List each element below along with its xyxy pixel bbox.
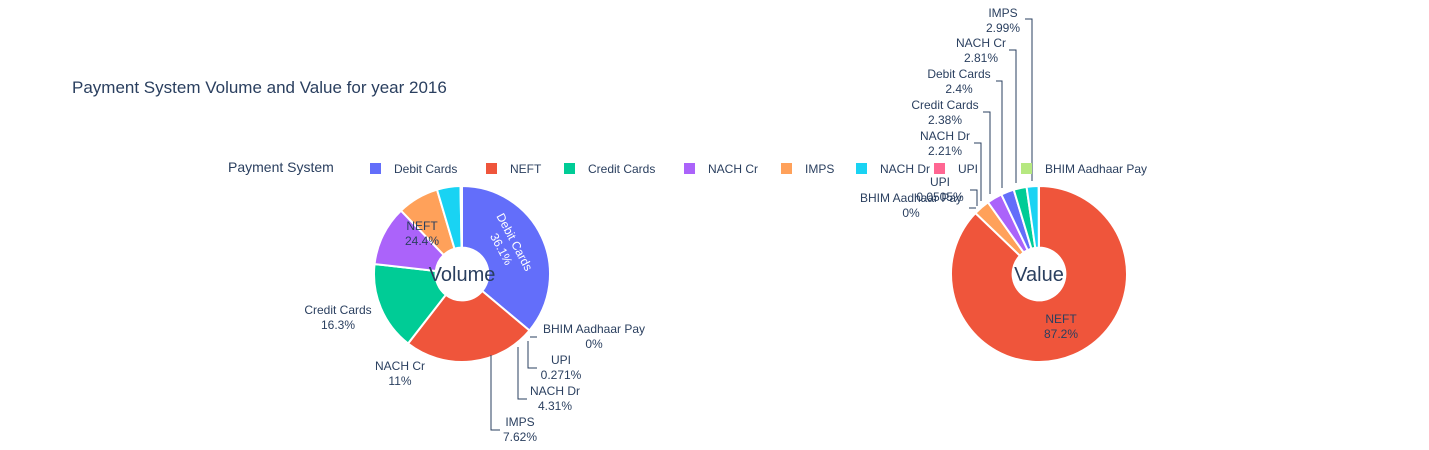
legend-swatch-bhim-aadhaar-pay [1021,163,1032,174]
slice-label-value-credit-cards: Credit Cards 2.38% [911,98,978,127]
legend-swatch-upi [934,163,945,174]
legend-item-upi[interactable]: UPI [934,162,978,176]
leader-line-volume-nach-dr [517,347,527,400]
slice-volume-upi[interactable] [459,184,463,249]
legend-item-debit-cards[interactable]: Debit Cards [370,162,457,176]
leader-line-value-upi [970,189,978,206]
slice-label-volume-credit-cards: Credit Cards 16.3% [304,303,371,332]
slice-label-volume-bhim-aadhaar-pay: BHIM Aadhaar Pay 0% [543,322,645,351]
leader-line-value-credit-cards [983,111,991,194]
slice-label-value-nach-cr: NACH Cr 2.81% [956,36,1006,65]
slice-label-volume-neft: NEFT 24.4% [405,219,439,248]
legend-label-bhim-aadhaar-pay: BHIM Aadhaar Pay [1045,162,1147,176]
slice-label-value-imps: IMPS 2.99% [986,6,1020,35]
slice-volume-debit-cards[interactable] [461,184,551,332]
slice-label-volume-nach-dr: NACH Dr 4.31% [530,384,580,413]
chart-title: Payment System Volume and Value for year… [72,78,447,97]
legend-swatch-credit-cards [564,163,575,174]
pie-value: Value NEFT 87.2% IMPS 2.99%NACH Cr 2.81%Debit… [860,6,1128,363]
legend-item-neft[interactable]: NEFT [486,162,542,176]
leader-line-value-imps [1025,18,1033,181]
legend-swatch-imps [781,163,792,174]
legend-label-credit-cards: Credit Cards [588,162,655,176]
slice-label-volume-imps: IMPS 7.62% [503,415,537,444]
slice-label-value-nach-dr: NACH Dr 2.21% [920,129,970,158]
legend-swatch-neft [486,163,497,174]
leader-line-volume-imps [490,355,500,431]
legend-label-nach-cr: NACH Cr [708,162,758,176]
slice-label-value-upi: UPI 0.0505% [916,175,964,204]
slice-label-value-neft: NEFT 87.2% [1044,312,1078,341]
legend-swatch-debit-cards [370,163,381,174]
slice-volume-neft[interactable] [406,289,531,363]
legend-swatch-nach-cr [684,163,695,174]
legend-label-imps: IMPS [805,162,834,176]
legend-item-nach-cr[interactable]: NACH Cr [684,162,758,176]
legend-item-bhim-aadhaar-pay[interactable]: BHIM Aadhaar Pay [1021,162,1147,176]
legend-label-debit-cards: Debit Cards [394,162,457,176]
legend-item-credit-cards[interactable]: Credit Cards [564,162,655,176]
leader-line-value-nach-dr [974,142,982,201]
slice-value-neft[interactable] [950,184,1128,363]
pie-center-label-volume: Volume [429,264,496,286]
slice-label-volume-upi: UPI 0.271% [541,353,582,382]
legend[interactable]: Payment System Debit Cards NEFT Credit Car… [228,159,1147,176]
legend-title: Payment System [228,159,334,175]
legend-label-neft: NEFT [510,162,542,176]
legend-swatch-nach-dr [856,163,867,174]
leader-line-volume-upi [527,341,537,369]
legend-item-imps[interactable]: IMPS [781,162,834,176]
slice-label-value-bhim-aadhaar-pay: BHIM Aadhaar Pay 0% [860,191,962,220]
slice-label-volume-nach-cr: NACH Cr 11% [375,359,425,388]
pie-center-label-value: Value [1014,264,1064,286]
legend-label-nach-dr: NACH Dr [880,162,930,176]
legend-item-nach-dr[interactable]: NACH Dr [856,162,930,176]
slice-volume-credit-cards[interactable] [373,262,448,345]
leader-line-value-nach-cr [1009,49,1017,183]
slice-label-value-debit-cards: Debit Cards 2.4% [927,67,990,96]
legend-label-upi: UPI [958,162,978,176]
leader-line-value-debit-cards [996,80,1003,188]
